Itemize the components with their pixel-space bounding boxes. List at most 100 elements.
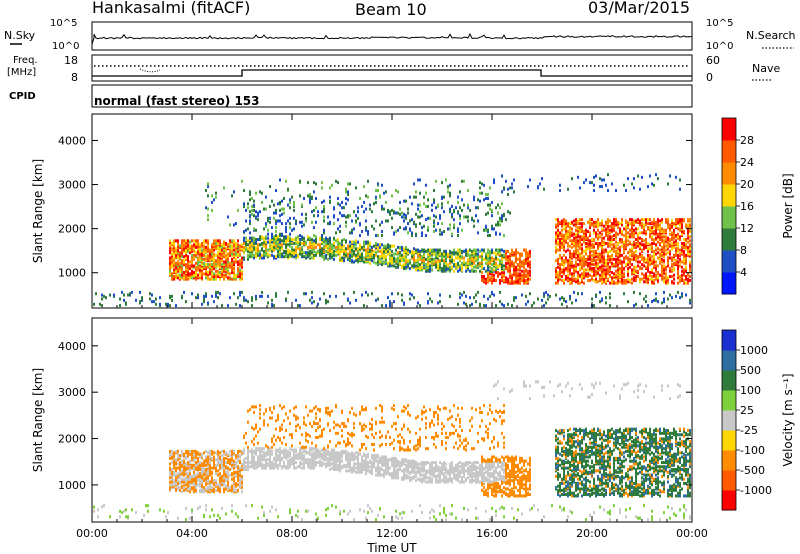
echo-cell <box>665 228 667 232</box>
echo-cell <box>581 218 583 222</box>
echo-cell <box>257 243 259 247</box>
echo-cell <box>639 236 641 240</box>
echo-cell <box>373 260 375 264</box>
echo-cell <box>183 459 185 463</box>
echo-cell <box>247 239 249 243</box>
echo-cell <box>575 218 577 222</box>
echo-cell <box>433 214 435 218</box>
echo-cell <box>213 300 215 304</box>
echo-cell <box>633 245 635 249</box>
echo-cell <box>675 247 677 251</box>
echo-cell <box>195 265 197 269</box>
echo-cell <box>561 239 563 243</box>
echo-cell <box>565 267 567 271</box>
echo-cell <box>385 247 387 251</box>
echo-cell <box>241 272 243 276</box>
echo-cell <box>587 257 589 261</box>
echo-cell <box>313 226 315 230</box>
echo-cell <box>671 247 673 251</box>
echo-cell <box>217 483 219 487</box>
echo-cell <box>601 264 603 268</box>
echo-cell <box>571 275 573 279</box>
echo-cell <box>425 257 427 261</box>
echo-cell <box>481 264 483 268</box>
echo-cell <box>301 203 303 207</box>
echo-cell <box>181 484 183 488</box>
echo-cell <box>459 222 461 226</box>
echo-cell <box>229 296 231 300</box>
echo-cell <box>445 252 447 256</box>
echo-cell <box>621 220 623 224</box>
echo-cell <box>311 220 313 224</box>
echo-cell <box>283 239 285 243</box>
echo-cell <box>255 191 257 195</box>
echo-cell <box>585 268 587 272</box>
echo-cell <box>237 239 239 243</box>
echo-cell <box>403 251 405 255</box>
echo-cell <box>471 249 473 253</box>
echo-cell <box>335 239 337 243</box>
echo-cell <box>543 304 545 308</box>
echo-cell <box>569 239 571 243</box>
echo-cell <box>211 272 213 276</box>
echo-cell <box>229 272 231 276</box>
echo-cell <box>619 275 621 279</box>
echo-cell <box>597 271 599 275</box>
echo-cell <box>421 234 423 238</box>
echo-cell <box>557 278 559 282</box>
echo-cell <box>613 220 615 224</box>
echo-cell <box>511 304 513 308</box>
echo-cell <box>271 244 273 248</box>
echo-cell <box>625 278 627 282</box>
echo-cell <box>505 218 507 222</box>
echo-cell <box>513 296 515 300</box>
echo-cell <box>613 263 615 267</box>
echo-cell <box>323 237 325 241</box>
echo-cell <box>471 268 473 272</box>
echo-cell <box>665 235 667 239</box>
echo-cell <box>473 296 475 300</box>
echo-cell <box>563 227 565 231</box>
echo-cell <box>657 232 659 236</box>
echo-cell <box>353 260 355 264</box>
echo-cell <box>663 228 665 232</box>
echo-cell <box>339 224 341 228</box>
echo-cell <box>485 212 487 216</box>
echo-cell <box>241 179 243 183</box>
echo-cell <box>199 463 201 467</box>
echo-cell <box>681 223 683 227</box>
echo-cell <box>367 230 369 234</box>
echo-cell <box>187 483 189 487</box>
echo-cell <box>159 508 161 512</box>
echo-cell <box>397 292 399 296</box>
echo-cell <box>201 241 203 245</box>
echo-cell <box>233 292 235 296</box>
echo-cell <box>639 244 641 248</box>
echo-cell <box>687 252 689 256</box>
echo-cell <box>347 182 349 186</box>
echo-cell <box>643 218 645 222</box>
echo-cell <box>483 294 485 298</box>
echo-cell <box>579 222 581 226</box>
noise-left-tick-low: 10^0 <box>52 41 79 52</box>
echo-cell <box>499 216 501 220</box>
echo-cell <box>205 504 207 508</box>
echo-cell <box>321 200 323 204</box>
echo-cell <box>379 260 381 264</box>
echo-cell <box>583 230 585 234</box>
echo-cell <box>295 222 297 226</box>
echo-cell <box>501 271 503 275</box>
echo-cell <box>413 251 415 255</box>
echo-cell <box>241 275 243 279</box>
echo-cell <box>505 255 507 259</box>
echo-cell <box>435 228 437 232</box>
echo-cell <box>519 260 521 264</box>
echo-cell <box>203 477 205 481</box>
echo-cell <box>209 256 211 260</box>
echo-cell <box>409 297 411 301</box>
echo-cell <box>627 251 629 255</box>
echo-cell <box>625 245 627 249</box>
echo-cell <box>215 259 217 263</box>
echo-cell <box>181 449 183 453</box>
echo-cell <box>211 488 213 492</box>
